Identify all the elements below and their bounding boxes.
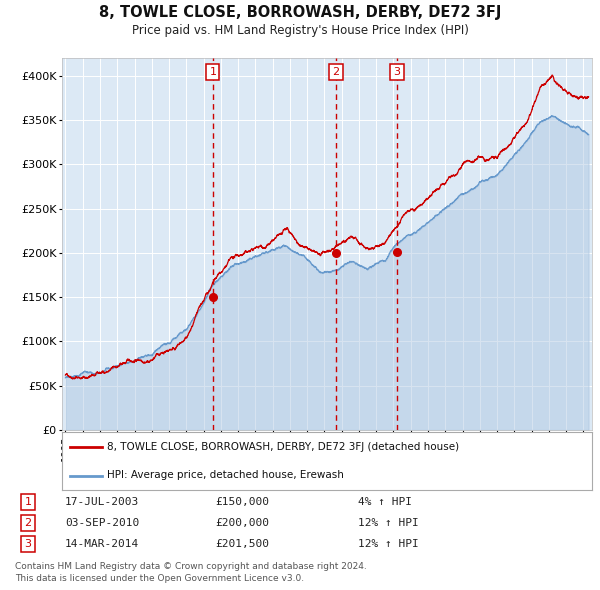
Text: 12% ↑ HPI: 12% ↑ HPI bbox=[358, 518, 419, 528]
Text: Price paid vs. HM Land Registry's House Price Index (HPI): Price paid vs. HM Land Registry's House … bbox=[131, 24, 469, 37]
Text: 8, TOWLE CLOSE, BORROWASH, DERBY, DE72 3FJ: 8, TOWLE CLOSE, BORROWASH, DERBY, DE72 3… bbox=[99, 5, 501, 20]
Text: 3: 3 bbox=[25, 539, 32, 549]
Text: HPI: Average price, detached house, Erewash: HPI: Average price, detached house, Erew… bbox=[107, 470, 344, 480]
Text: 17-JUL-2003: 17-JUL-2003 bbox=[65, 497, 139, 507]
Text: £150,000: £150,000 bbox=[215, 497, 269, 507]
Text: 1: 1 bbox=[25, 497, 32, 507]
Text: This data is licensed under the Open Government Licence v3.0.: This data is licensed under the Open Gov… bbox=[15, 574, 304, 583]
Text: 8, TOWLE CLOSE, BORROWASH, DERBY, DE72 3FJ (detached house): 8, TOWLE CLOSE, BORROWASH, DERBY, DE72 3… bbox=[107, 441, 459, 451]
Text: 12% ↑ HPI: 12% ↑ HPI bbox=[358, 539, 419, 549]
Text: £201,500: £201,500 bbox=[215, 539, 269, 549]
Text: 03-SEP-2010: 03-SEP-2010 bbox=[65, 518, 139, 528]
Text: 14-MAR-2014: 14-MAR-2014 bbox=[65, 539, 139, 549]
Text: 3: 3 bbox=[394, 67, 400, 77]
Text: Contains HM Land Registry data © Crown copyright and database right 2024.: Contains HM Land Registry data © Crown c… bbox=[15, 562, 367, 571]
Text: 4% ↑ HPI: 4% ↑ HPI bbox=[358, 497, 412, 507]
Text: £200,000: £200,000 bbox=[215, 518, 269, 528]
Text: 2: 2 bbox=[25, 518, 32, 528]
Text: 1: 1 bbox=[209, 67, 217, 77]
Text: 2: 2 bbox=[332, 67, 340, 77]
